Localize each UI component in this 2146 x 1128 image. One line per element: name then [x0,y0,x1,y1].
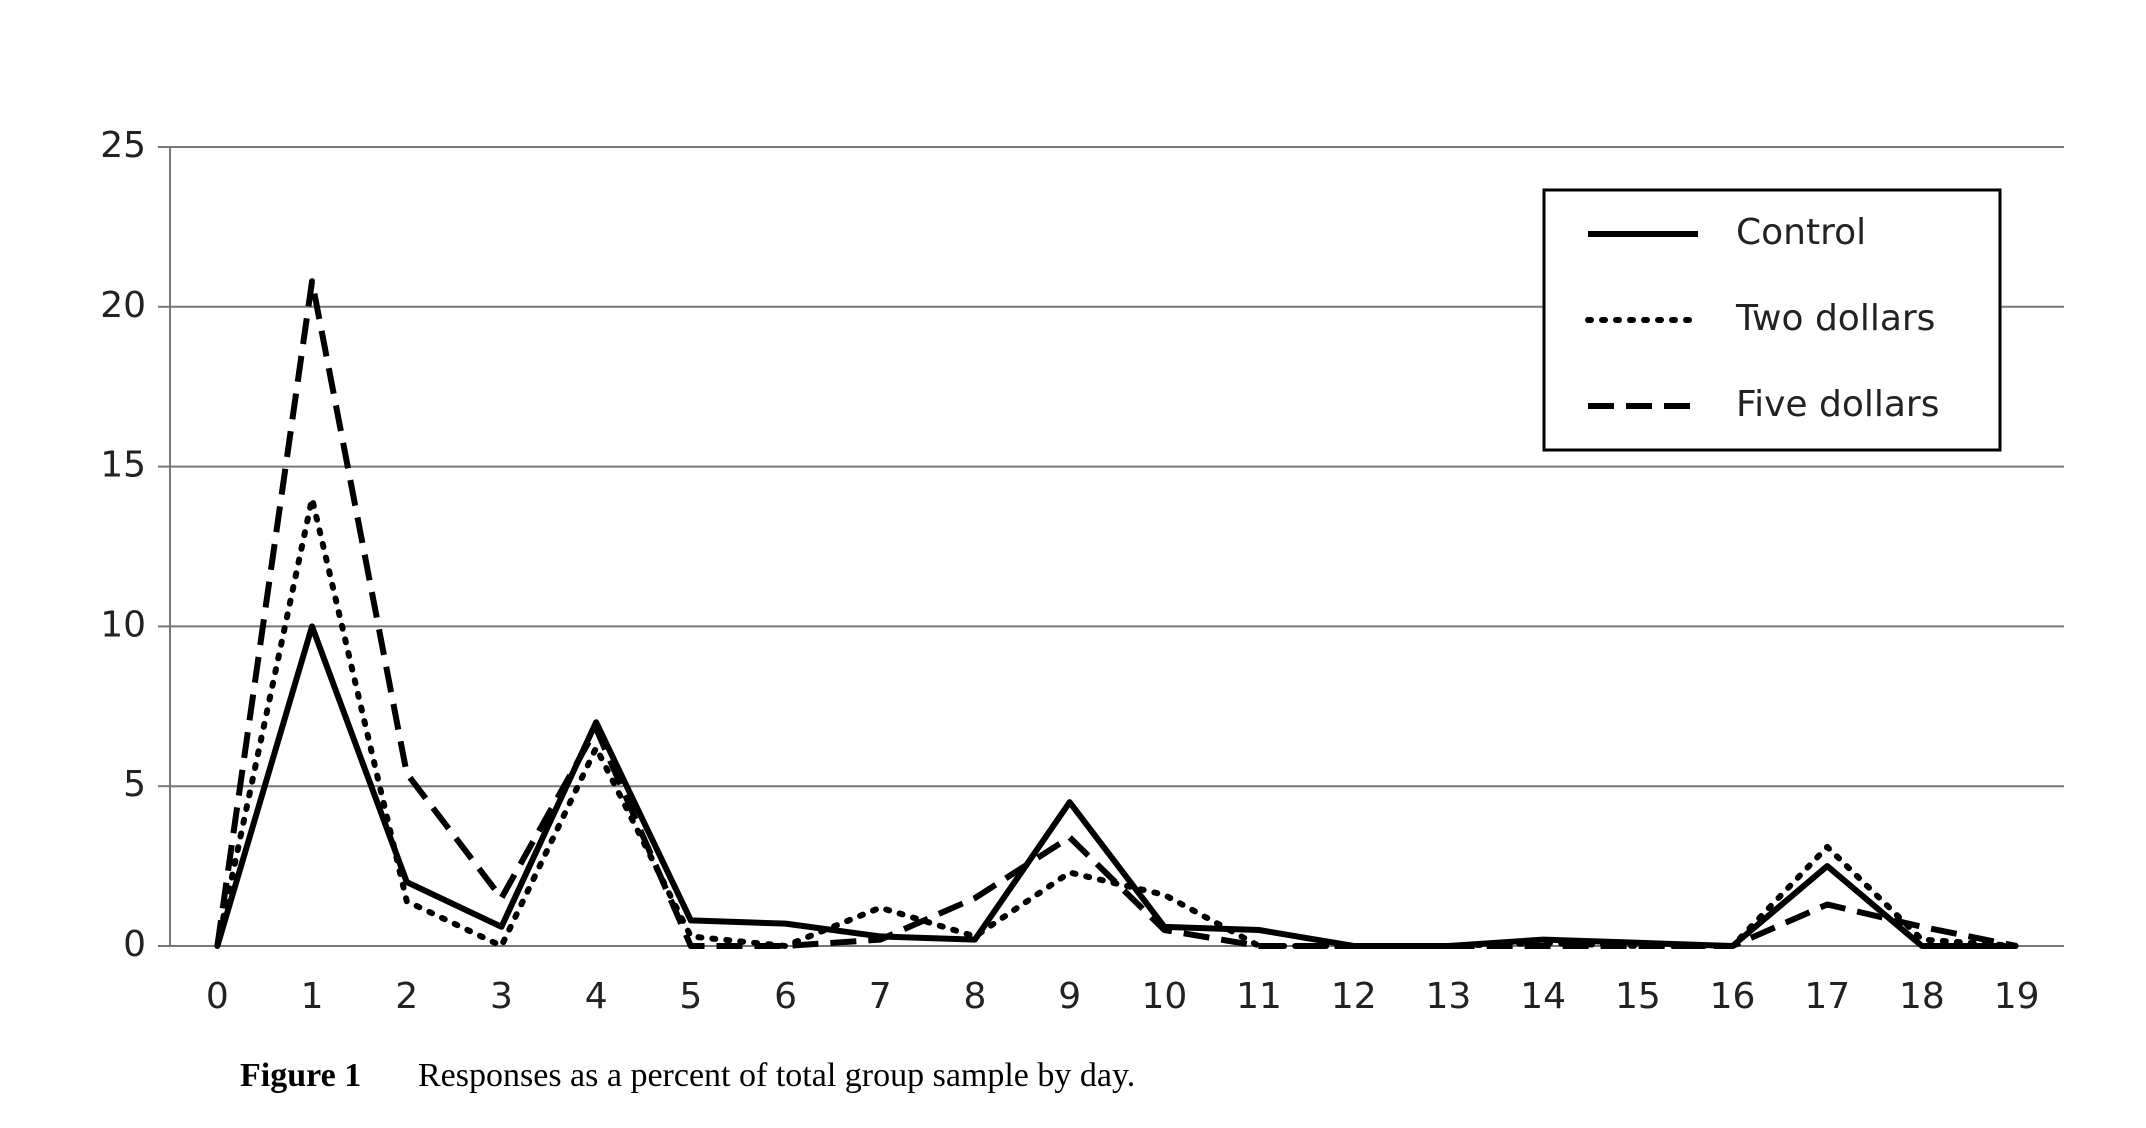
x-tick-label: 3 [490,976,513,1017]
x-tick-label: 15 [1615,976,1661,1017]
x-tick-label: 6 [774,976,797,1017]
y-tick-label: 10 [100,604,146,645]
x-tick-label: 8 [963,976,986,1017]
x-tick-label: 14 [1520,976,1566,1017]
y-tick-label: 0 [123,924,146,965]
y-tick-label: 5 [123,764,146,805]
x-tick-label: 17 [1804,976,1850,1017]
x-tick-label: 5 [679,976,702,1017]
caption: Responses as a percent of total group sa… [418,1057,1135,1094]
series-line [214,278,2018,949]
x-tick-label: 12 [1331,976,1377,1017]
x-tick-label: 0 [206,976,229,1017]
x-tick-label: 18 [1899,976,1945,1017]
x-tick-label: 1 [301,976,324,1017]
legend-label: Two dollars [1735,298,1935,339]
x-tick-label: 7 [869,976,892,1017]
x-tick-label: 2 [395,976,418,1017]
x-tick-label: 10 [1141,976,1187,1017]
x-tick-label: 13 [1426,976,1472,1017]
legend-label: Control [1736,212,1866,253]
y-tick-label: 25 [100,125,146,166]
x-tick-label: 9 [1058,976,1081,1017]
y-tick-label: 15 [100,445,146,486]
x-tick-label: 4 [585,976,608,1017]
x-tick-label: 19 [1994,976,2040,1017]
legend-label: Five dollars [1736,384,1939,425]
x-tick-label: 16 [1710,976,1756,1017]
y-tick-label: 20 [100,285,146,326]
x-tick-label: 11 [1236,976,1282,1017]
caption-label: Figure 1 [240,1057,361,1094]
